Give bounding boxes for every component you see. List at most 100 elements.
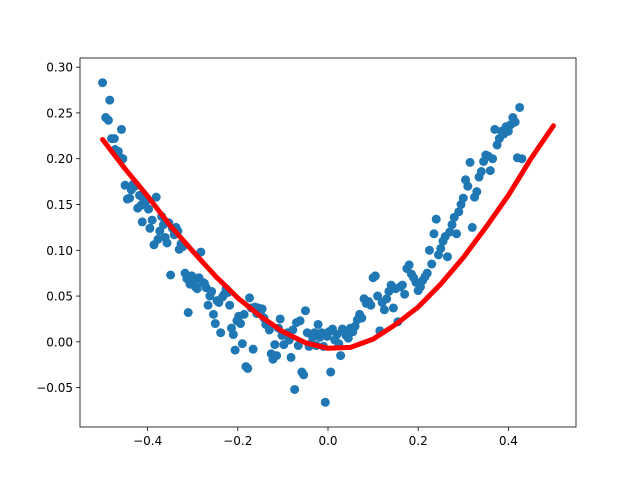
scatter-point bbox=[515, 102, 525, 112]
axes: −0.4 −0.2 0.0 0.2 0.4 −0.05 0.00 0.05 0.10 0.15 0.… bbox=[36, 57, 577, 448]
scatter-point bbox=[400, 289, 410, 299]
scatter-point bbox=[288, 325, 298, 335]
scatter-point bbox=[452, 229, 462, 239]
scatter-point bbox=[490, 124, 500, 134]
scatter-point bbox=[109, 134, 119, 144]
scatter-point bbox=[98, 78, 108, 88]
scatter-point bbox=[397, 280, 407, 290]
scatter-point bbox=[272, 351, 282, 361]
scatter-point bbox=[517, 154, 527, 164]
x-tick-label: −0.4 bbox=[133, 434, 162, 448]
scatter-point bbox=[248, 344, 258, 354]
scatter-point bbox=[264, 325, 274, 335]
scatter-point bbox=[454, 207, 464, 217]
scatter-point bbox=[445, 227, 455, 237]
scatter-point bbox=[207, 286, 217, 296]
x-tick-label: −0.2 bbox=[223, 434, 252, 448]
y-tick-label: 0.20 bbox=[46, 152, 73, 166]
scatter-point bbox=[388, 303, 398, 313]
scatter-point bbox=[463, 181, 473, 191]
scatter-point bbox=[431, 214, 441, 224]
scatter-point bbox=[366, 300, 376, 310]
scatter-point bbox=[465, 157, 475, 167]
scatter-point bbox=[147, 215, 157, 225]
scatter-point bbox=[424, 245, 434, 255]
scatter-point bbox=[236, 319, 246, 329]
scatter-point bbox=[370, 271, 380, 281]
scatter-point bbox=[245, 293, 255, 303]
scatter-point bbox=[442, 252, 452, 262]
y-tick-label: 0.25 bbox=[46, 106, 73, 120]
fit-line bbox=[100, 123, 556, 351]
scatter-point bbox=[216, 328, 226, 338]
scatter-point bbox=[203, 300, 213, 310]
x-tick-label: 0.0 bbox=[318, 434, 337, 448]
scatter-point bbox=[208, 309, 218, 319]
scatter-point bbox=[427, 259, 437, 269]
scatter-point bbox=[210, 319, 220, 329]
scatter-point bbox=[137, 217, 147, 227]
scatter-point bbox=[357, 313, 367, 323]
x-tick-label: 0.4 bbox=[499, 434, 518, 448]
scatter-point bbox=[125, 193, 135, 203]
y-tick-label: 0.05 bbox=[46, 290, 73, 304]
scatter-point bbox=[116, 124, 126, 134]
scatter-point bbox=[485, 166, 495, 176]
scatter-point bbox=[230, 345, 240, 355]
scatter-point bbox=[476, 167, 486, 177]
scatter-point bbox=[299, 370, 309, 380]
scatter-point bbox=[144, 204, 154, 214]
scatter-point bbox=[467, 222, 477, 232]
scatter-point bbox=[313, 319, 323, 329]
scatter-point bbox=[382, 294, 392, 304]
scatter-point bbox=[151, 192, 161, 202]
scatter-point bbox=[429, 229, 439, 239]
scatter-point bbox=[293, 341, 303, 351]
scatter-point bbox=[436, 243, 446, 253]
scatter-point bbox=[120, 180, 130, 190]
scatter-point bbox=[447, 220, 457, 230]
scatter-point bbox=[379, 305, 389, 315]
scatter-point bbox=[295, 316, 305, 326]
y-tick-label: 0.00 bbox=[46, 335, 73, 349]
scatter-point bbox=[105, 95, 115, 105]
scatter-point bbox=[488, 154, 498, 164]
scatter-point bbox=[237, 339, 247, 349]
x-tick-label: 0.2 bbox=[409, 434, 428, 448]
scatter-point bbox=[326, 367, 336, 377]
scatter-point bbox=[336, 351, 346, 361]
plot-area bbox=[98, 78, 556, 407]
scatter-point bbox=[458, 193, 468, 203]
scatter-point bbox=[275, 314, 285, 324]
scatter-point bbox=[225, 300, 235, 310]
scatter-point bbox=[290, 384, 300, 394]
scatter-point bbox=[510, 117, 520, 127]
scatter-point bbox=[270, 340, 280, 350]
scatter-point bbox=[192, 284, 202, 294]
scatter-point bbox=[404, 260, 414, 270]
scatter-point bbox=[166, 270, 176, 280]
y-tick-label: 0.30 bbox=[46, 61, 73, 75]
scatter-point bbox=[300, 306, 310, 316]
scatter-point bbox=[239, 309, 249, 319]
scatter-point bbox=[320, 397, 330, 407]
scatter-point bbox=[373, 291, 383, 301]
scatter-point bbox=[183, 308, 193, 318]
scatter-point bbox=[243, 363, 253, 373]
scatter-point bbox=[145, 223, 155, 233]
scatter-point bbox=[162, 238, 172, 248]
scatter-point bbox=[343, 333, 353, 343]
scatter-point bbox=[153, 234, 163, 244]
scatter-point bbox=[286, 352, 296, 362]
scatter-point bbox=[228, 330, 238, 340]
scatter-point bbox=[472, 187, 482, 197]
y-tick-label: 0.10 bbox=[46, 244, 73, 258]
scatter-point bbox=[332, 330, 342, 340]
scatter-point bbox=[257, 304, 267, 314]
scatter-point bbox=[422, 268, 432, 278]
scatter-point bbox=[103, 115, 113, 125]
y-tick-label: 0.15 bbox=[46, 198, 73, 212]
y-tick-label: −0.05 bbox=[36, 381, 73, 395]
